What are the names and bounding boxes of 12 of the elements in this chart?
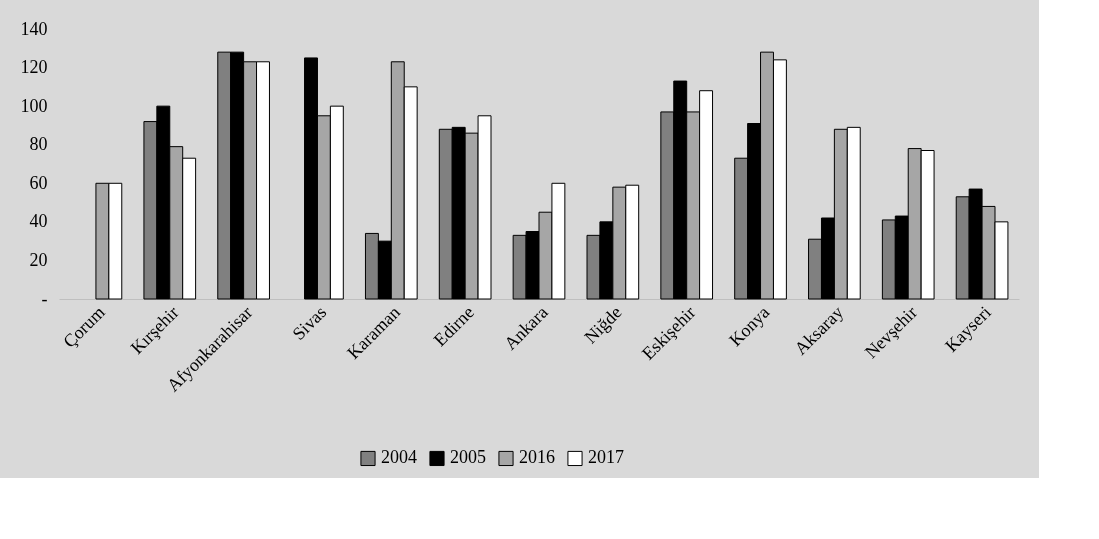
y-tick-label: 40 [29,211,48,232]
legend-label: 2017 [588,447,624,468]
y-tick-label: - [41,288,48,309]
y-tick-label: 80 [29,134,48,155]
legend-label: 2004 [381,447,417,468]
y-tick-label: 100 [20,95,48,116]
y-tick-label: 140 [20,18,48,39]
legend-label: 2016 [519,447,555,468]
y-tick-label: 120 [20,57,48,78]
legend-label: 2005 [450,447,486,468]
y-tick-label: 20 [29,249,48,270]
y-tick-label: 60 [29,172,48,193]
